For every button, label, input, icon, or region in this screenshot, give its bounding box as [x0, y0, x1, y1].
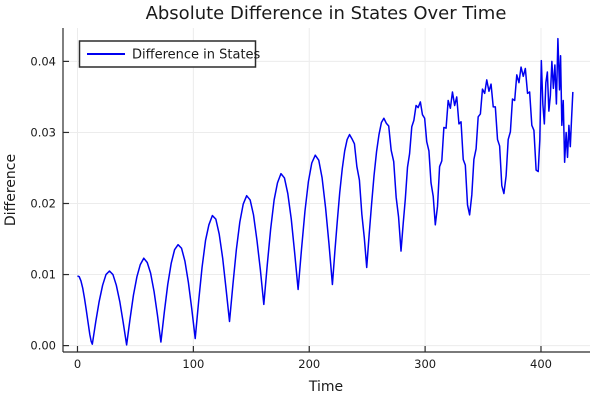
x-tick-label: 300	[414, 357, 436, 371]
y-axis-label: Difference	[3, 154, 19, 226]
y-tick-label: 0.00	[30, 339, 56, 353]
x-axis-label: Time	[308, 379, 343, 395]
y-tick-label: 0.02	[30, 197, 56, 211]
gridlines	[63, 28, 590, 352]
y-tick-label: 0.01	[30, 268, 56, 282]
difference-series-line	[77, 37, 574, 346]
y-tick-label: 0.03	[30, 125, 56, 139]
axes: 0 100 200 300 400 0.00 0.01 0.02 0.03 0.04	[30, 28, 590, 371]
x-tick-label: 200	[298, 357, 320, 371]
y-tick-label: 0.04	[30, 54, 56, 68]
series-path	[77, 37, 574, 346]
x-tick-label: 400	[530, 357, 552, 371]
legend-box: Difference in States	[78, 40, 261, 68]
legend-entry-label: Difference in States	[132, 48, 261, 63]
x-tick-label: 0	[74, 357, 81, 371]
chart-title: Absolute Difference in States Over Time	[146, 3, 507, 24]
x-tick-label: 100	[182, 357, 204, 371]
